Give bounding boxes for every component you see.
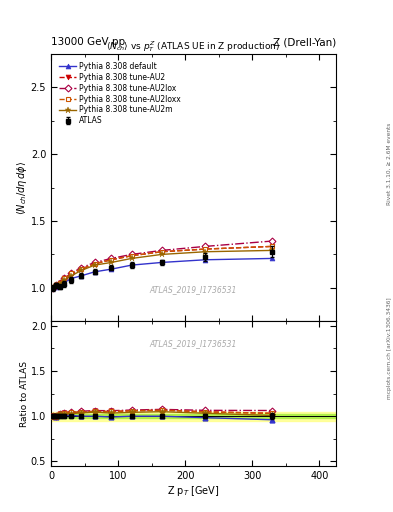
Pythia 8.308 tune-AU2lox: [92, 260, 97, 266]
Pythia 8.308 tune-AU2: [50, 285, 55, 291]
Pythia 8.308 tune-AU2: [159, 249, 164, 255]
Pythia 8.308 default: [53, 284, 58, 290]
Pythia 8.308 tune-AU2loxx: [109, 257, 114, 263]
Pythia 8.308 tune-AU2m: [129, 255, 134, 262]
Pythia 8.308 default: [50, 285, 55, 291]
Pythia 8.308 tune-AU2: [69, 271, 73, 278]
Pythia 8.308 tune-AU2m: [203, 249, 208, 255]
Pythia 8.308 tune-AU2loxx: [57, 280, 62, 286]
Text: ATLAS_2019_I1736531: ATLAS_2019_I1736531: [150, 338, 237, 348]
Text: 13000 GeV pp: 13000 GeV pp: [51, 37, 125, 47]
Pythia 8.308 tune-AU2: [203, 246, 208, 252]
Pythia 8.308 tune-AU2m: [92, 262, 97, 268]
Pythia 8.308 default: [57, 282, 62, 288]
Pythia 8.308 tune-AU2: [57, 280, 62, 286]
Pythia 8.308 tune-AU2lox: [109, 255, 114, 262]
Pythia 8.308 tune-AU2m: [62, 277, 67, 283]
Pythia 8.308 default: [270, 255, 275, 262]
Pythia 8.308 tune-AU2m: [109, 260, 114, 266]
Pythia 8.308 tune-AU2: [79, 266, 84, 272]
Pythia 8.308 default: [62, 280, 67, 286]
Pythia 8.308 tune-AU2loxx: [69, 270, 73, 276]
Pythia 8.308 tune-AU2: [129, 253, 134, 259]
Pythia 8.308 tune-AU2loxx: [92, 261, 97, 267]
Pythia 8.308 tune-AU2loxx: [50, 285, 55, 291]
Pythia 8.308 tune-AU2lox: [79, 265, 84, 271]
Line: Pythia 8.308 default: Pythia 8.308 default: [50, 256, 275, 290]
Y-axis label: Ratio to ATLAS: Ratio to ATLAS: [20, 360, 29, 426]
Legend: Pythia 8.308 default, Pythia 8.308 tune-AU2, Pythia 8.308 tune-AU2lox, Pythia 8.: Pythia 8.308 default, Pythia 8.308 tune-…: [58, 60, 182, 127]
Pythia 8.308 tune-AU2lox: [129, 251, 134, 258]
Pythia 8.308 default: [92, 269, 97, 275]
Pythia 8.308 tune-AU2: [92, 261, 97, 267]
Line: Pythia 8.308 tune-AU2lox: Pythia 8.308 tune-AU2lox: [50, 239, 275, 290]
X-axis label: Z p$_T$ [GeV]: Z p$_T$ [GeV]: [167, 483, 220, 498]
Pythia 8.308 tune-AU2: [270, 243, 275, 249]
Line: Pythia 8.308 tune-AU2: Pythia 8.308 tune-AU2: [50, 244, 275, 290]
Text: mcplots.cern.ch [arXiv:1306.3436]: mcplots.cern.ch [arXiv:1306.3436]: [387, 297, 391, 399]
Pythia 8.308 tune-AU2loxx: [79, 266, 84, 272]
Pythia 8.308 default: [203, 257, 208, 263]
Pythia 8.308 tune-AU2lox: [270, 238, 275, 244]
Line: Pythia 8.308 tune-AU2loxx: Pythia 8.308 tune-AU2loxx: [50, 244, 275, 290]
Pythia 8.308 tune-AU2lox: [159, 247, 164, 253]
Title: $\langle N_{ch}\rangle$ vs $p_T^Z$ (ATLAS UE in Z production): $\langle N_{ch}\rangle$ vs $p_T^Z$ (ATLA…: [107, 39, 281, 54]
Pythia 8.308 tune-AU2: [53, 282, 58, 288]
Pythia 8.308 tune-AU2loxx: [62, 275, 67, 282]
Pythia 8.308 default: [159, 260, 164, 266]
Text: Rivet 3.1.10, ≥ 2.6M events: Rivet 3.1.10, ≥ 2.6M events: [387, 123, 391, 205]
Line: Pythia 8.308 tune-AU2m: Pythia 8.308 tune-AU2m: [50, 247, 275, 291]
Pythia 8.308 tune-AU2m: [270, 247, 275, 253]
Pythia 8.308 default: [79, 273, 84, 279]
Text: Z (Drell-Yan): Z (Drell-Yan): [273, 37, 336, 47]
Pythia 8.308 default: [109, 266, 114, 272]
Pythia 8.308 tune-AU2lox: [50, 285, 55, 291]
Pythia 8.308 tune-AU2lox: [62, 275, 67, 282]
Pythia 8.308 tune-AU2lox: [57, 280, 62, 286]
Pythia 8.308 tune-AU2m: [159, 251, 164, 258]
Pythia 8.308 tune-AU2loxx: [203, 246, 208, 252]
Pythia 8.308 tune-AU2m: [57, 281, 62, 287]
Pythia 8.308 tune-AU2: [62, 275, 67, 282]
Pythia 8.308 tune-AU2lox: [203, 243, 208, 249]
Pythia 8.308 tune-AU2: [109, 257, 114, 263]
Pythia 8.308 default: [69, 275, 73, 282]
Pythia 8.308 default: [129, 262, 134, 268]
Pythia 8.308 tune-AU2lox: [53, 282, 58, 288]
Pythia 8.308 tune-AU2m: [53, 282, 58, 288]
Pythia 8.308 tune-AU2m: [79, 267, 84, 273]
Pythia 8.308 tune-AU2loxx: [53, 282, 58, 288]
Pythia 8.308 tune-AU2loxx: [270, 243, 275, 249]
Pythia 8.308 tune-AU2m: [69, 273, 73, 279]
Pythia 8.308 tune-AU2lox: [69, 270, 73, 276]
Pythia 8.308 tune-AU2loxx: [159, 249, 164, 255]
Y-axis label: $\langle N_{ch}/d\eta\,d\phi\rangle$: $\langle N_{ch}/d\eta\,d\phi\rangle$: [15, 160, 29, 215]
Text: ATLAS_2019_I1736531: ATLAS_2019_I1736531: [150, 285, 237, 294]
Pythia 8.308 tune-AU2m: [50, 285, 55, 291]
Pythia 8.308 tune-AU2loxx: [129, 253, 134, 259]
